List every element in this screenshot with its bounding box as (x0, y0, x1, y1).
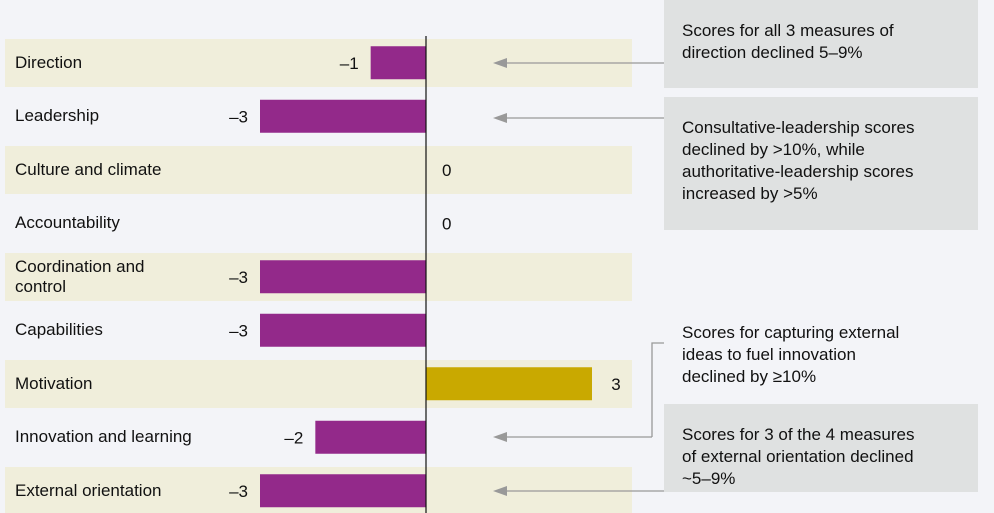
category-label: Direction (15, 52, 83, 72)
bracket (651, 342, 664, 437)
bar (315, 420, 426, 454)
category-label: Accountability (15, 213, 120, 233)
arrow-head (493, 113, 507, 123)
bar (260, 260, 426, 294)
value-label: 0 (442, 214, 451, 233)
category-label: Capabilities (15, 320, 103, 340)
value-label: 0 (442, 161, 451, 180)
annotation: Scores for all 3 measures of direction de… (664, 0, 978, 88)
bar (370, 46, 426, 80)
annotation-line: authoritative-leadership scores (682, 162, 914, 181)
annotation-line: Consultative-leadership scores (682, 118, 915, 137)
annotation-line: direction declined 5–9% (682, 43, 863, 62)
bar (260, 99, 426, 133)
arrow-head (493, 486, 507, 496)
annotation-line: Scores for 3 of the 4 measures (682, 425, 915, 444)
value-label: 3 (611, 375, 620, 394)
bar (260, 474, 426, 508)
annotation-line: of external orientation declined (682, 447, 914, 466)
row-stripe (5, 145, 632, 194)
category-label: Innovation and learning (15, 427, 192, 447)
annotation-line: declined by >10%, while (682, 140, 865, 159)
annotation-line: ~5–9% (682, 469, 736, 488)
annotation: Consultative-leadership scores declined b… (664, 97, 978, 230)
arrow-head (493, 58, 507, 68)
annotation-line: Scores for capturing external (682, 323, 900, 342)
category-label: Leadership (15, 106, 100, 126)
arrow-head (493, 432, 507, 442)
bar (426, 367, 592, 401)
value-label: –1 (340, 54, 359, 73)
value-label: –3 (229, 321, 248, 340)
category-label: Culture and climate (15, 159, 162, 179)
category-label: External orientation (15, 480, 162, 500)
category-label: Coordination and control (15, 256, 145, 296)
value-label: –3 (229, 268, 248, 287)
value-label: –3 (229, 482, 248, 501)
category-label: Motivation (15, 373, 93, 393)
value-label: –2 (284, 428, 303, 447)
annotation: Scores for 3 of the 4 measures of externa… (664, 404, 978, 492)
value-label: –3 (229, 107, 248, 126)
annotation-line: Scores for all 3 measures of (682, 21, 894, 40)
annotation-line: ideas to fuel innovation (682, 345, 856, 364)
annotation-line: increased by >5% (682, 184, 818, 203)
annotation-line: declined by ≥10% (682, 367, 817, 386)
bar (260, 313, 426, 347)
annotation: Scores for capturing external ideas to fu… (664, 322, 978, 394)
